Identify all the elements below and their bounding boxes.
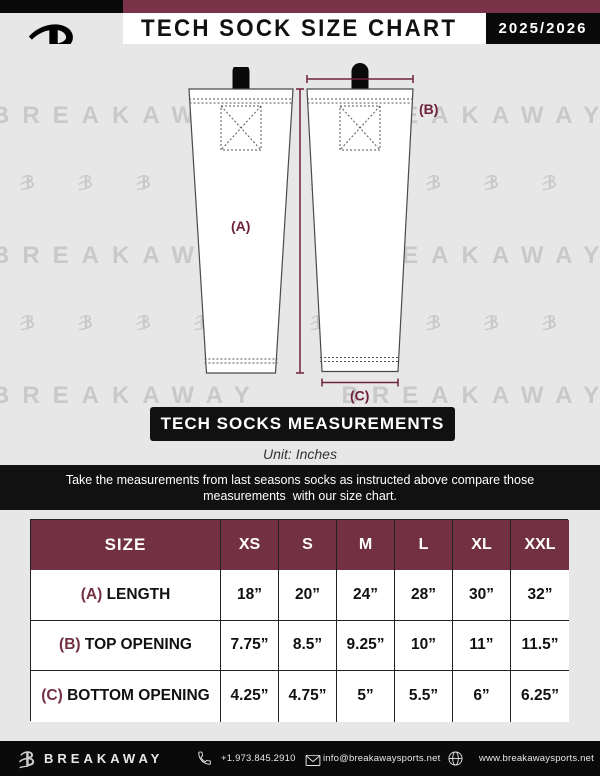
svg-text:(C): (C) (350, 387, 369, 403)
svg-text:(A): (A) (231, 218, 250, 234)
svg-text:(B): (B) (419, 101, 438, 117)
